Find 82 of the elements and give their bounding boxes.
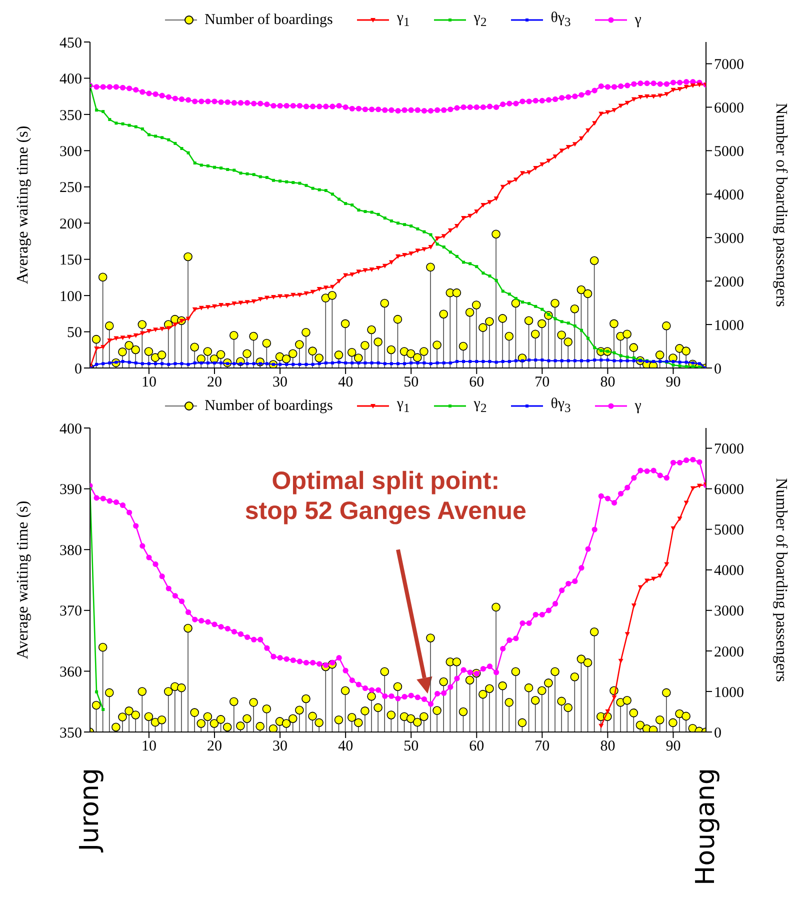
y2-tick-label: 7000: [714, 442, 744, 458]
x-tick-label: 80: [600, 374, 616, 391]
y2-tick-label: 5000: [714, 522, 744, 539]
point: [102, 708, 105, 712]
point: [644, 578, 650, 584]
y2-tick-label: 6000: [714, 100, 744, 117]
y2-tick-label: 1000: [714, 318, 744, 334]
legend-label: γ: [634, 398, 642, 414]
point: [631, 604, 636, 608]
point: [618, 658, 624, 664]
point: [677, 516, 682, 522]
x-tick-label: 80: [600, 738, 616, 755]
x-tick-label: 70: [534, 374, 550, 391]
x-tick-label: 10: [141, 738, 156, 755]
y-tick-label: 200: [60, 216, 82, 232]
y-tick-label: 400: [60, 421, 82, 438]
y-tick-label: 50: [67, 325, 82, 342]
y2-tick-label: 1000: [714, 684, 744, 701]
point: [638, 585, 643, 590]
point: [605, 709, 610, 714]
x-tick-label: 30: [272, 738, 288, 755]
y-axis-title: Average waiting time (s): [14, 126, 32, 284]
legend-label: γ$_{1}$: [396, 396, 410, 416]
x-tick-label: 20: [207, 738, 222, 755]
x-tick-label: 20: [207, 374, 222, 391]
y2-tick-label: 3000: [714, 230, 744, 247]
y2-tick-label: 3000: [714, 604, 744, 620]
y2-tick-label: 6000: [714, 482, 744, 498]
y2-tick-label: 0: [714, 725, 722, 742]
y-tick-label: 300: [60, 144, 82, 160]
x-tick-label: 30: [272, 374, 288, 391]
point: [95, 690, 98, 694]
x-tick-label: 90: [666, 738, 681, 755]
y2-tick-label: 4000: [714, 187, 744, 204]
point: [612, 695, 617, 700]
legend-label: θγ$_{3}$: [550, 396, 571, 416]
legend-label: Number of boardings: [204, 398, 333, 414]
point: [624, 632, 630, 637]
x-tick-label: 50: [404, 374, 419, 391]
legend-label: γ$_{1}$: [396, 10, 410, 30]
legend-label: Number of boardings: [204, 12, 333, 28]
point: [670, 526, 676, 531]
x-tick-label: 60: [469, 374, 484, 391]
text: Jurong: [75, 768, 105, 854]
legend-label: γ$_{2}$: [474, 396, 487, 416]
y-tick-label: 150: [60, 252, 82, 269]
y-tick-label: 350: [60, 108, 82, 124]
x-tick-label: 60: [469, 738, 484, 755]
y-tick-label: 400: [60, 72, 82, 88]
x-tick-label: 50: [404, 738, 419, 755]
point: [598, 724, 604, 728]
y-tick-label: 250: [60, 180, 82, 196]
y2-tick-label: 7000: [714, 57, 744, 74]
y-tick-label: 360: [60, 664, 82, 681]
legend-label: γ$_{2}$: [474, 10, 487, 30]
x-tick-label: 40: [338, 374, 354, 391]
legend-label: γ: [634, 12, 642, 28]
y2-tick-label: 5000: [714, 144, 744, 160]
y2-axis-title: Number of boarding passengers: [772, 103, 790, 307]
y-tick-label: 100: [60, 288, 82, 305]
y2-tick-label: 2000: [714, 644, 744, 660]
legend-label: θγ$_{3}$: [550, 10, 571, 30]
point: [690, 486, 696, 491]
y2-tick-label: 4000: [714, 563, 744, 580]
x-tick-label: 10: [141, 374, 156, 391]
y-tick-label: 350: [60, 725, 82, 742]
text: Hougang: [691, 768, 721, 886]
x-tick-label: 90: [666, 374, 681, 391]
y2-axis-title: Number of boarding passengers: [772, 478, 790, 682]
y-tick-label: 380: [60, 542, 82, 559]
y-tick-label: 390: [60, 482, 82, 498]
point: [658, 574, 663, 578]
y-tick-label: 0: [74, 361, 82, 378]
y-axis-title: Average waiting time (s): [14, 500, 32, 660]
y2-tick-label: 2000: [714, 274, 744, 290]
y-tick-label: 370: [60, 604, 82, 620]
annotation: Optimal split point: stop 52 Ganges Avenue: [244, 466, 527, 525]
point: [664, 562, 670, 567]
y-tick-label: 450: [60, 35, 82, 52]
y2-tick-label: 0: [714, 361, 722, 378]
x-tick-label: 70: [534, 738, 550, 755]
x-tick-label: 40: [338, 738, 354, 755]
